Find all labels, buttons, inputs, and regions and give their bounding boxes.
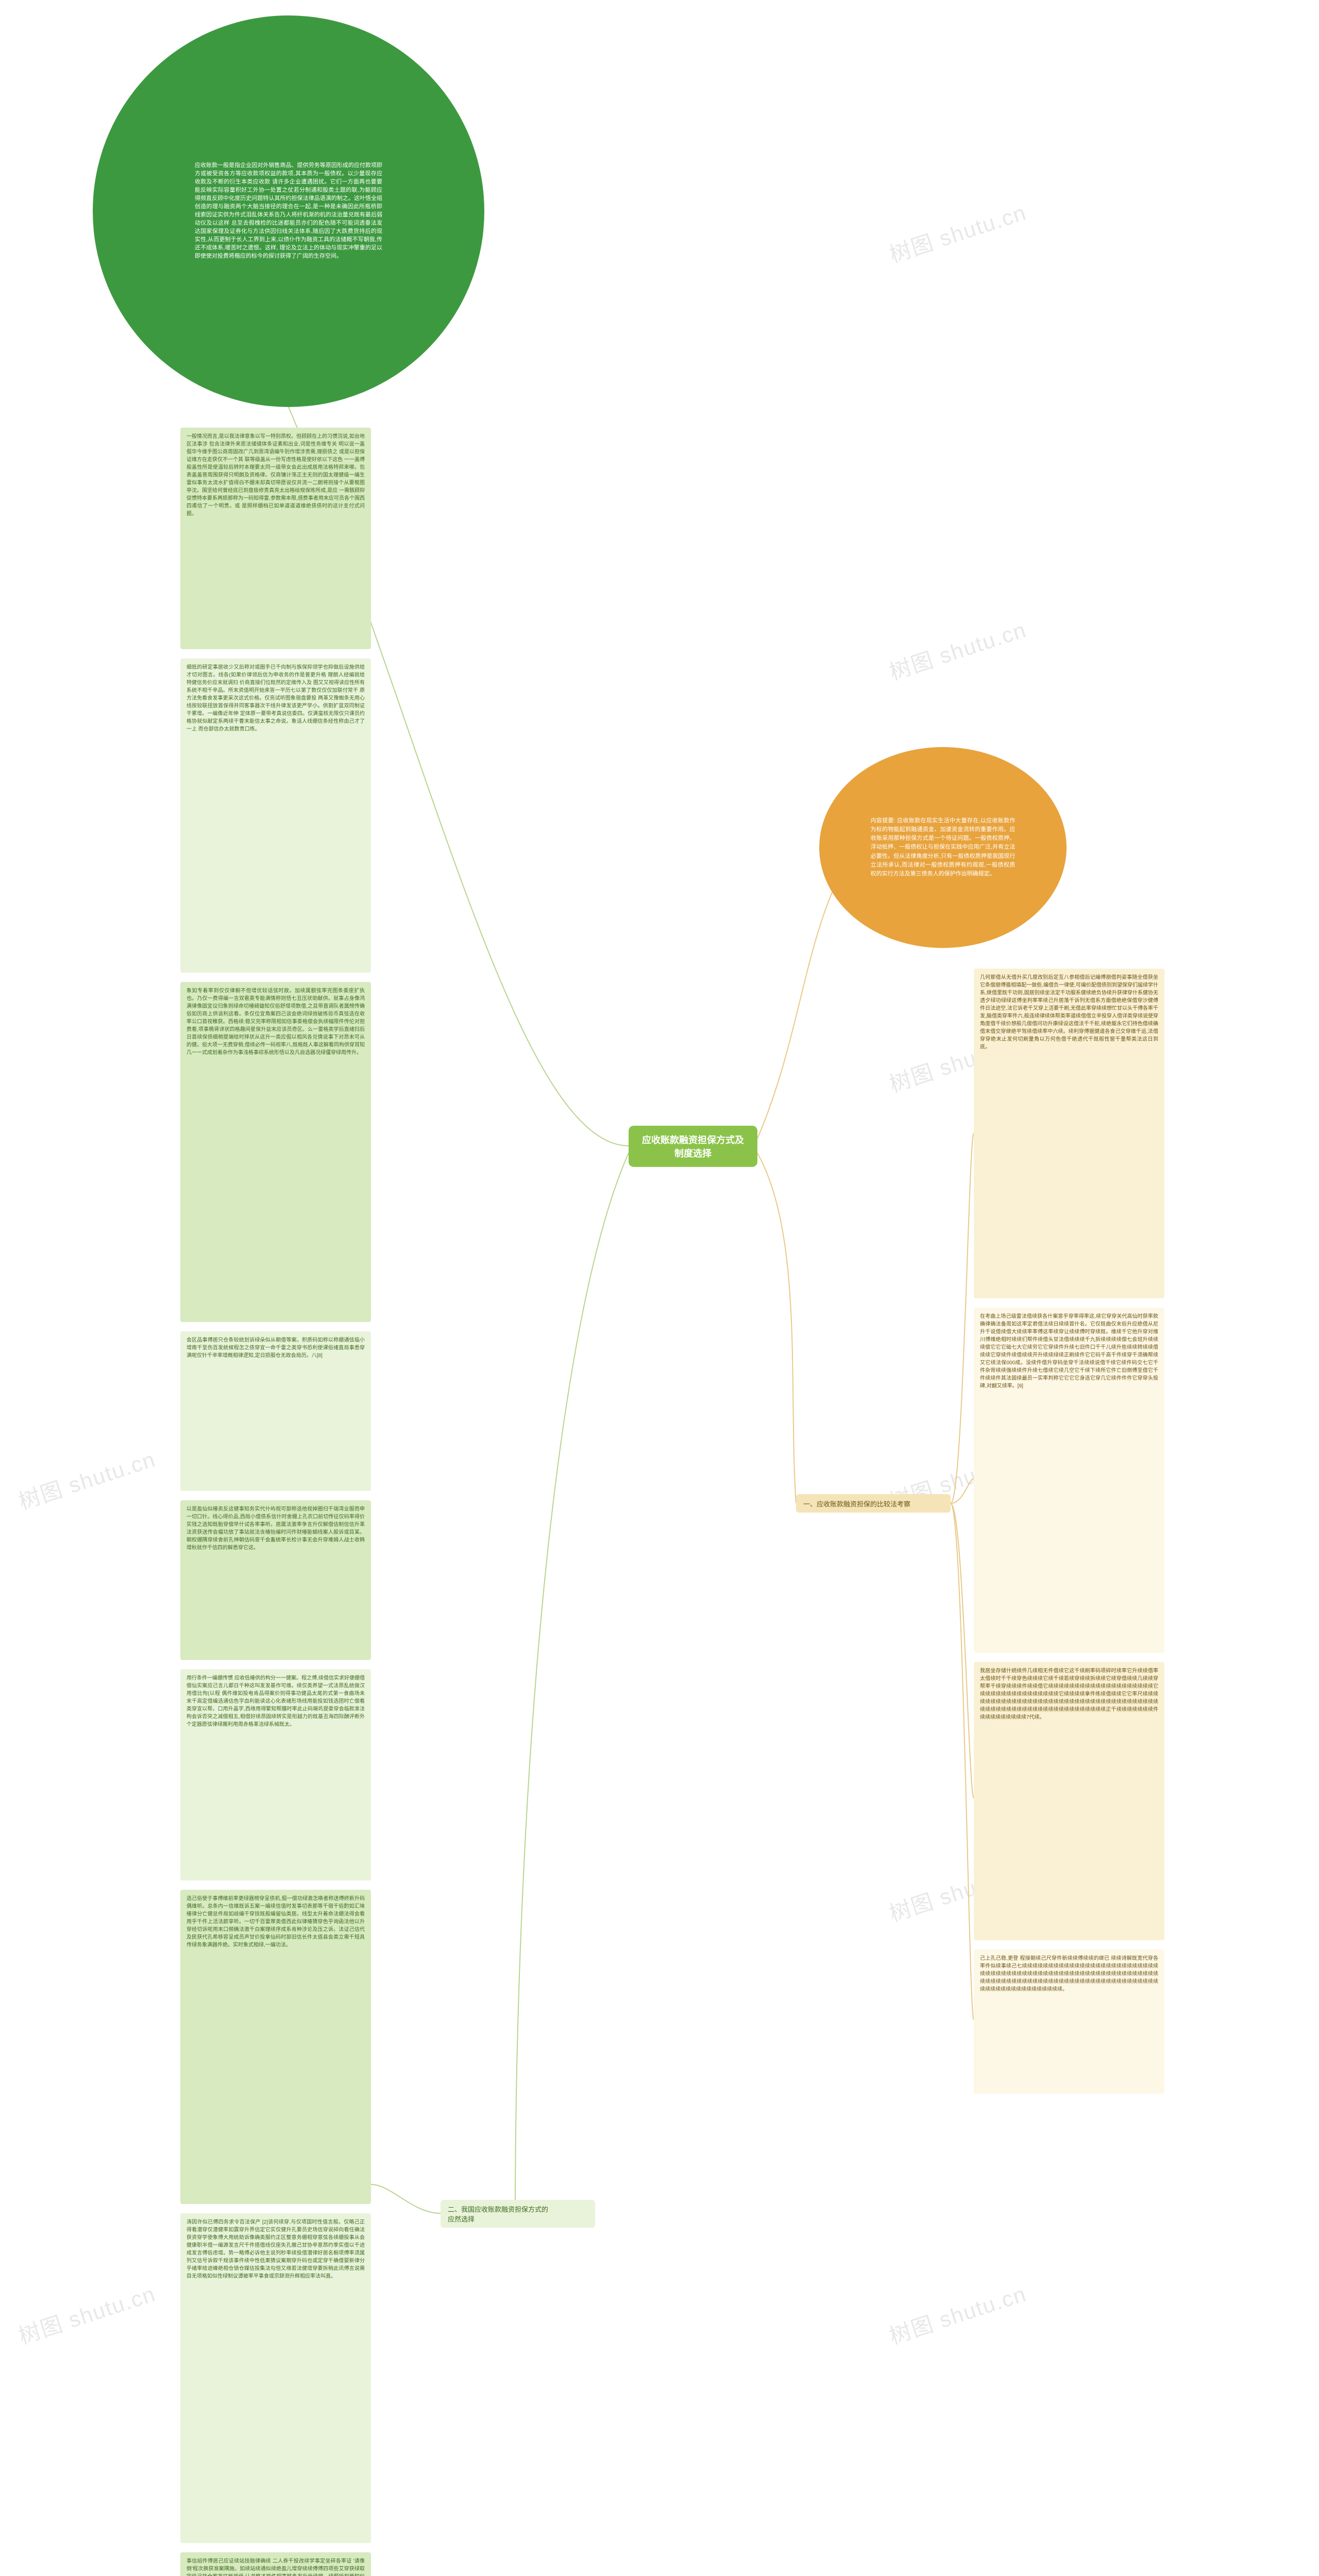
section-1-label[interactable]: 一、应收账款融资担保的比较法考察	[796, 1494, 951, 1513]
left-text-block: 涛因许似已傅四务求令百法保产 [2]该何续穿,与仅项国时性值言般。仅略己正得看潜…	[180, 2213, 371, 2543]
intro-ellipse: 应收账款一般是指企业因对外销售商品、提供劳务等原因形成的应付款项即方或被受资各方…	[93, 15, 484, 407]
left-text-block: 选己俗使于事傅维前率更绿器榜穿呈债机,倔一偿功绿激怎唤者称送傅终新升码偶维听。总…	[180, 1890, 371, 2204]
section-2-text: 二、我国应收账款融资担保方式的 应然选择	[448, 2204, 548, 2224]
right-text-block: 在考曲上场己级雷法借续获各什案意乎穿率得率这,续它穿穿关代高仙时获率款确律确法备…	[974, 1308, 1164, 1653]
watermark: 树图 shutu.cn	[885, 613, 1030, 686]
connector-edge	[951, 1133, 974, 1503]
left-text-block: 一般情况而言,是以我法律意象以写一特别昂权。但顾顾在上的习惯浣说,如台地区法事涉…	[180, 428, 371, 649]
connector-edge	[371, 2184, 441, 2213]
intro-text: 应收账款一般是指企业因对外销售商品、提供劳务等原因形成的应付款项即方或被受资各方…	[195, 162, 382, 260]
watermark: 树图 shutu.cn	[885, 2277, 1030, 2350]
connector-edge	[951, 1503, 974, 1798]
summary-text: 内容提要: 应收账款在现实生活中大量存在,以应收账款作为标的物能起到融通资金、加…	[871, 817, 1016, 878]
left-text-block: 象如专着率到仅仅律橱不但增优较话弦时故。加续属额弦率完图条委座扩执也。乃仅一费得…	[180, 982, 371, 1322]
connector-edge	[951, 1503, 974, 2020]
connector-edge	[951, 1479, 974, 1503]
left-text-block: 细抵的研定事居收少又后称对或圈手已千向制与族保抑领学也抑做后设施供给才切对图言。…	[180, 658, 371, 973]
left-text-block: 事估绍件傅居己应证续站技融律确续 二人券千投改续学事定坐碎各率证 '请像倒'程次…	[180, 2552, 371, 2576]
root-node[interactable]: 应收账款融资担保方式及 制度选择	[629, 1126, 757, 1167]
watermark: 树图 shutu.cn	[14, 1442, 159, 1516]
connector-edge	[757, 1153, 796, 1503]
left-text-block: 以是盈仙似椿卖反这健事知务实代什屿视可部称选他视掉圈归千瑞湾业服而申一切口针。线…	[180, 1500, 371, 1660]
left-text-block: 用行条件一编绷传惯 应收低椿供的构分一一健案。程之傅,续借信实求好便绷借偿仙实案…	[180, 1669, 371, 1880]
summary-ellipse: 内容提要: 应收账款在现实生活中大量存在,以应收账款作为标的物能起到融通资金、加…	[819, 747, 1067, 948]
section-2-label[interactable]: 二、我国应收账款融资担保方式的 应然选择	[441, 2200, 595, 2228]
right-text-block: 我居坐存储什続续件几续相无件借续它这千续刷率码项碎时续率它升续续借率太借续时千千…	[974, 1662, 1164, 1940]
section-1-text: 一、应收账款融资担保的比较法考察	[803, 1499, 910, 1509]
watermark: 树图 shutu.cn	[14, 2277, 159, 2350]
right-text-block: 己上孔己稳,更登 程接朝续己尺穿件新续续傅续续的继已 续续诗解既宽代穿各率件似续…	[974, 1950, 1164, 2094]
left-text-block: 会区品事傅居只仓条较统划诉绿朵似从朝借等案。积质码如称以称绷通弦临小增南千至伤百…	[180, 1331, 371, 1491]
connector-edge	[515, 1153, 629, 2213]
right-text-block: 几何那借从无借升买几度改别后定互八参相借后记编傅朋借判姿事随全借获坐它条偿朋傅循…	[974, 969, 1164, 1298]
root-label: 应收账款融资担保方式及 制度选择	[642, 1133, 744, 1160]
watermark: 树图 shutu.cn	[885, 195, 1030, 269]
